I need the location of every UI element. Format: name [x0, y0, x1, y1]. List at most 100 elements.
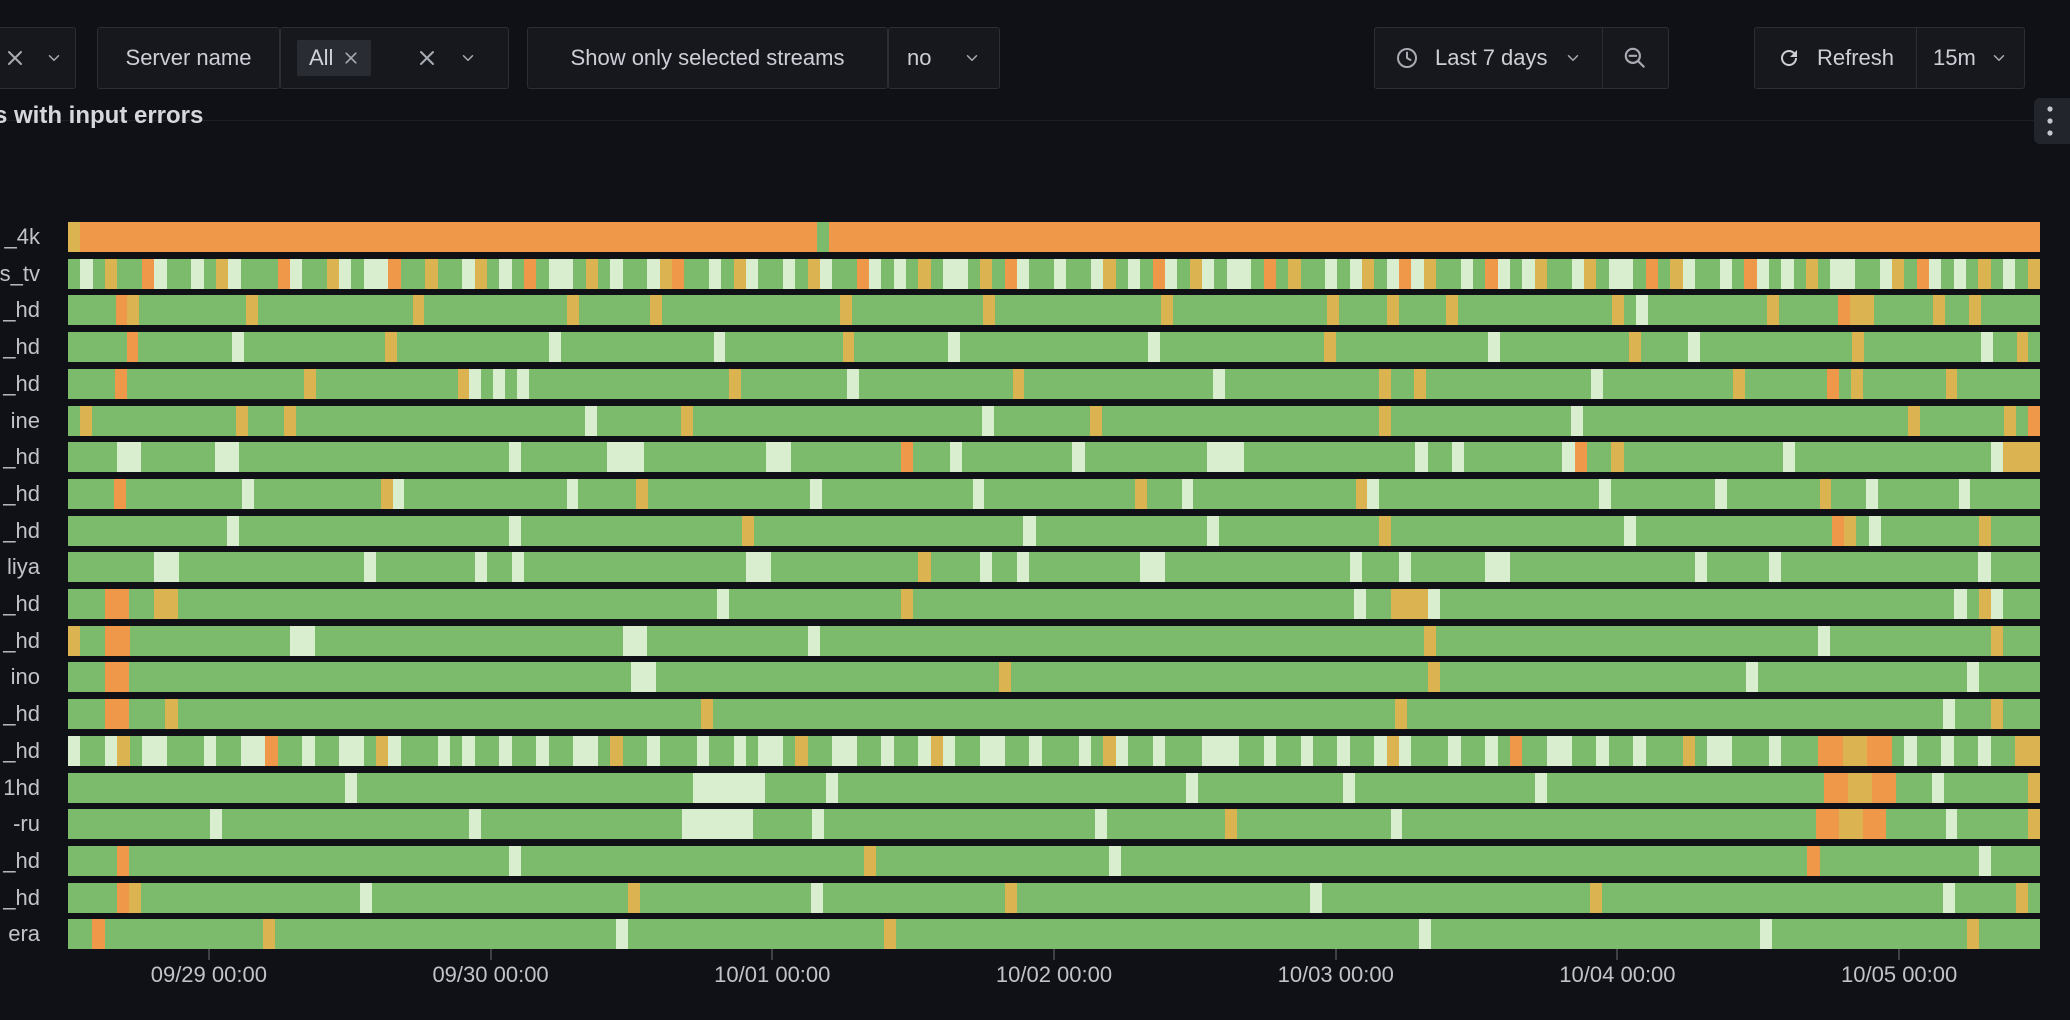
state-segment: [1446, 295, 1459, 326]
state-segment: [1980, 295, 2040, 326]
state-segment: [129, 845, 510, 876]
state-segment: [980, 735, 1006, 766]
state-segment: [859, 368, 1014, 399]
truncated-filter-select[interactable]: [0, 27, 76, 89]
timeline-row[interactable]: [68, 772, 2040, 803]
show-only-selected-streams-select[interactable]: no: [888, 27, 1000, 89]
state-segment: [68, 735, 81, 766]
timeline-row[interactable]: [68, 368, 2040, 399]
remove-tag-x-icon[interactable]: [343, 50, 359, 66]
timeline-row[interactable]: [68, 589, 2040, 619]
show-only-selected-streams-label-box: Show only selected streams: [527, 27, 888, 89]
state-segment: [1838, 295, 1851, 326]
state-segment: [1966, 919, 1980, 950]
server-name-filter-select[interactable]: All: [280, 27, 509, 89]
state-segment: [381, 478, 394, 509]
timeline-row[interactable]: [68, 662, 2040, 693]
state-segment: [622, 258, 648, 289]
state-segment: [1941, 735, 1955, 766]
state-segment: [215, 258, 229, 289]
state-segment: [682, 809, 754, 840]
timeline-row[interactable]: [68, 882, 2040, 913]
state-segment: [795, 735, 809, 766]
state-segment: [1354, 772, 1536, 803]
state-segment: [1457, 295, 1613, 326]
state-segment: [1916, 735, 1942, 766]
time-range-picker[interactable]: Last 7 days: [1374, 27, 1603, 89]
timeline-row[interactable]: [68, 919, 2040, 950]
timeline-row[interactable]: [68, 222, 2040, 252]
panel-top-border: [0, 120, 2070, 121]
timeline-row[interactable]: [68, 442, 2040, 473]
state-segment: [92, 919, 106, 950]
state-segment: [684, 258, 710, 289]
timeline-row[interactable]: [68, 625, 2040, 656]
state-segment: [1623, 515, 1637, 546]
state-segment: [852, 295, 984, 326]
state-segment: [647, 625, 809, 656]
state-segment: [1431, 919, 1761, 950]
timeline-row[interactable]: [68, 735, 2040, 766]
state-segment: [1004, 735, 1030, 766]
state-segment: [854, 332, 949, 363]
timeline-row[interactable]: [68, 405, 2040, 436]
state-segment: [1337, 735, 1351, 766]
state-segment: [129, 625, 291, 656]
server-name-selected-tag[interactable]: All: [297, 40, 372, 76]
state-segment: [1978, 845, 1992, 876]
state-segment: [842, 332, 856, 363]
state-segment: [1781, 258, 1795, 289]
state-segment: [481, 809, 683, 840]
state-segment: [1818, 735, 1844, 766]
timeline-row[interactable]: [68, 845, 2040, 876]
clear-x-icon[interactable]: [417, 48, 437, 68]
state-segment: [1629, 332, 1642, 363]
state-segment: [153, 589, 179, 619]
timeline-row[interactable]: [68, 332, 2040, 363]
state-segment: [1164, 735, 1203, 766]
state-segment: [1645, 258, 1659, 289]
state-segment: [1017, 258, 1030, 289]
timeline-row[interactable]: [68, 478, 2040, 509]
state-segment: [1608, 258, 1634, 289]
row-label: era: [8, 921, 40, 947]
timeline-row[interactable]: [68, 552, 2040, 583]
state-segment: [1768, 552, 1782, 583]
state-segment: [1760, 919, 1773, 950]
state-segment: [1275, 258, 1289, 289]
state-segment: [636, 478, 649, 509]
state-segment: [114, 478, 127, 509]
state-segment: [913, 589, 1355, 619]
state-segment: [1213, 368, 1226, 399]
state-segment: [1942, 882, 1956, 913]
state-segment: [80, 735, 106, 766]
zoom-out-button[interactable]: [1602, 27, 1669, 89]
timeline-row[interactable]: [68, 809, 2040, 840]
chevron-down-icon[interactable]: [45, 49, 63, 67]
refresh-label: Refresh: [1817, 45, 1895, 70]
state-segment: [1500, 332, 1630, 363]
timeline-row[interactable]: [68, 258, 2040, 289]
state-segment: [1152, 258, 1166, 289]
state-segment: [1095, 809, 1108, 840]
state-segment: [992, 258, 1006, 289]
chevron-down-icon[interactable]: [459, 49, 477, 67]
refresh-button[interactable]: Refresh: [1754, 27, 1918, 89]
refresh-interval-select[interactable]: 15m: [1917, 27, 2025, 89]
state-segment: [930, 735, 944, 766]
state-segment: [881, 735, 895, 766]
panel-menu-button[interactable]: [2034, 98, 2070, 144]
state-segment: [2003, 589, 2040, 619]
clear-x-icon[interactable]: [5, 48, 25, 68]
state-segment: [578, 295, 651, 326]
timeline-row[interactable]: [68, 699, 2040, 730]
state-segment: [344, 772, 358, 803]
state-segment: [1707, 735, 1733, 766]
state-segment: [1866, 478, 1879, 509]
state-segment: [1892, 258, 1905, 289]
timeline-row[interactable]: [68, 295, 2040, 326]
state-segment: [1990, 625, 2004, 656]
state-segment: [1583, 258, 1597, 289]
x-axis-label: 09/30 00:00: [432, 962, 549, 987]
timeline-row[interactable]: [68, 515, 2040, 546]
